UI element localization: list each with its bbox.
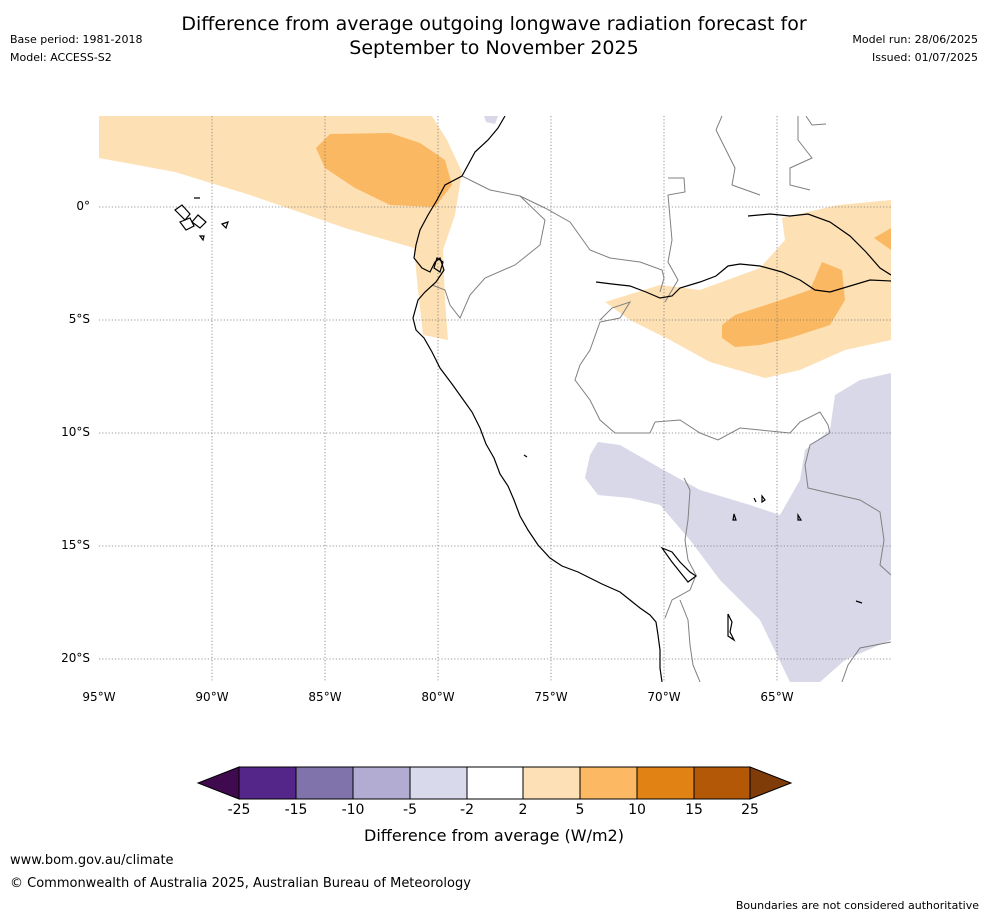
colorbar-segment (636, 766, 695, 800)
lon-label-65w: 65°W (760, 690, 794, 704)
colorbar-title: Difference from average (W/m2) (364, 826, 624, 845)
colorbar-tick: -10 (341, 802, 365, 818)
anomaly-region-light-purple-south (585, 373, 891, 682)
colorbar-tick: -15 (284, 802, 308, 818)
lon-label-75w: 75°W (534, 690, 568, 704)
colorbar-tick: 15 (685, 802, 703, 818)
anomaly-region-light-purple-dot (484, 116, 498, 124)
model-run: Model run: 28/06/2025 (852, 33, 978, 46)
colorbar-segment (466, 766, 524, 800)
lon-label-90w: 90°W (195, 690, 229, 704)
map (99, 116, 891, 682)
colorbar-tick: -5 (403, 802, 417, 818)
anomaly-region-mid-orange-west (316, 133, 452, 207)
lon-label-70w: 70°W (647, 690, 681, 704)
title-line-2: September to November 2025 (349, 37, 639, 59)
issued-date: Issued: 01/07/2025 (871, 51, 978, 64)
meta-right: Model run: 28/06/2025 Issued: 01/07/2025 (852, 31, 978, 67)
lon-label-80w: 80°W (421, 690, 455, 704)
lat-label-15s: 15°S (61, 538, 90, 552)
colorbar-tick: -25 (227, 802, 251, 818)
lat-label-20s: 20°S (61, 651, 90, 665)
colorbar-tick: 10 (628, 802, 646, 818)
anomaly-region-mid-orange-edge (874, 228, 891, 250)
chart-title: Difference from average outgoing longwav… (0, 12, 988, 60)
colorbar-tick: 2 (518, 802, 528, 818)
footer-disclaimer: Boundaries are not considered authoritat… (735, 899, 979, 912)
colorbar-segment (295, 766, 354, 800)
colorbar (196, 766, 793, 800)
anomaly-region-light-orange-east (605, 200, 891, 378)
lat-label-5s: 5°S (68, 312, 90, 326)
colorbar-segment (352, 766, 411, 800)
footer-url: www.bom.gov.au/climate (10, 853, 174, 868)
model-name: Model: ACCESS-S2 (10, 51, 112, 64)
title-line-1: Difference from average outgoing longwav… (181, 13, 807, 35)
base-period: Base period: 1981-2018 (10, 33, 143, 46)
colorbar-segment (522, 766, 581, 800)
anomaly-region-mid-orange-east (722, 262, 845, 347)
country-borders (431, 116, 891, 682)
colorbar-extend-low (196, 766, 240, 800)
colorbar-segment (409, 766, 468, 800)
colorbar-tick: 5 (575, 802, 585, 818)
lat-label-0: 0° (76, 199, 90, 213)
coastline (174, 116, 891, 682)
gridlines (99, 116, 891, 682)
colorbar-extend-high (749, 766, 793, 800)
footer-copyright: © Commonwealth of Australia 2025, Austra… (10, 876, 471, 891)
colorbar-segment (238, 766, 297, 800)
colorbar-segment (579, 766, 638, 800)
colorbar-segment (693, 766, 751, 800)
colorbar-tick: -2 (460, 802, 474, 818)
lon-label-85w: 85°W (308, 690, 342, 704)
lon-label-95w: 95°W (82, 690, 116, 704)
meta-left: Base period: 1981-2018 Model: ACCESS-S2 (10, 31, 142, 67)
colorbar-tick: 25 (741, 802, 759, 818)
lat-label-10s: 10°S (61, 425, 90, 439)
